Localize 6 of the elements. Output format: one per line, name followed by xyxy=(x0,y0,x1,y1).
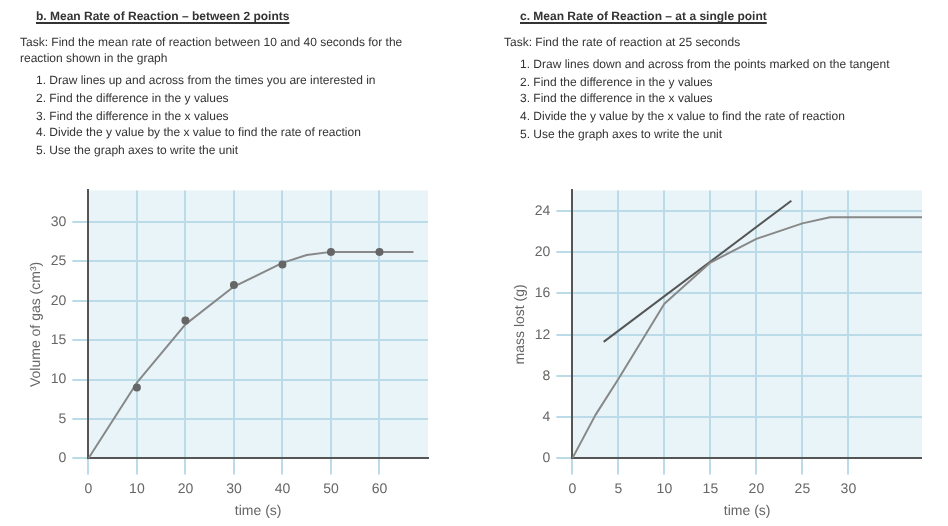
point xyxy=(278,260,287,269)
point xyxy=(132,383,141,392)
point xyxy=(375,247,384,256)
point xyxy=(181,316,190,325)
point xyxy=(326,247,335,256)
point xyxy=(229,280,238,289)
